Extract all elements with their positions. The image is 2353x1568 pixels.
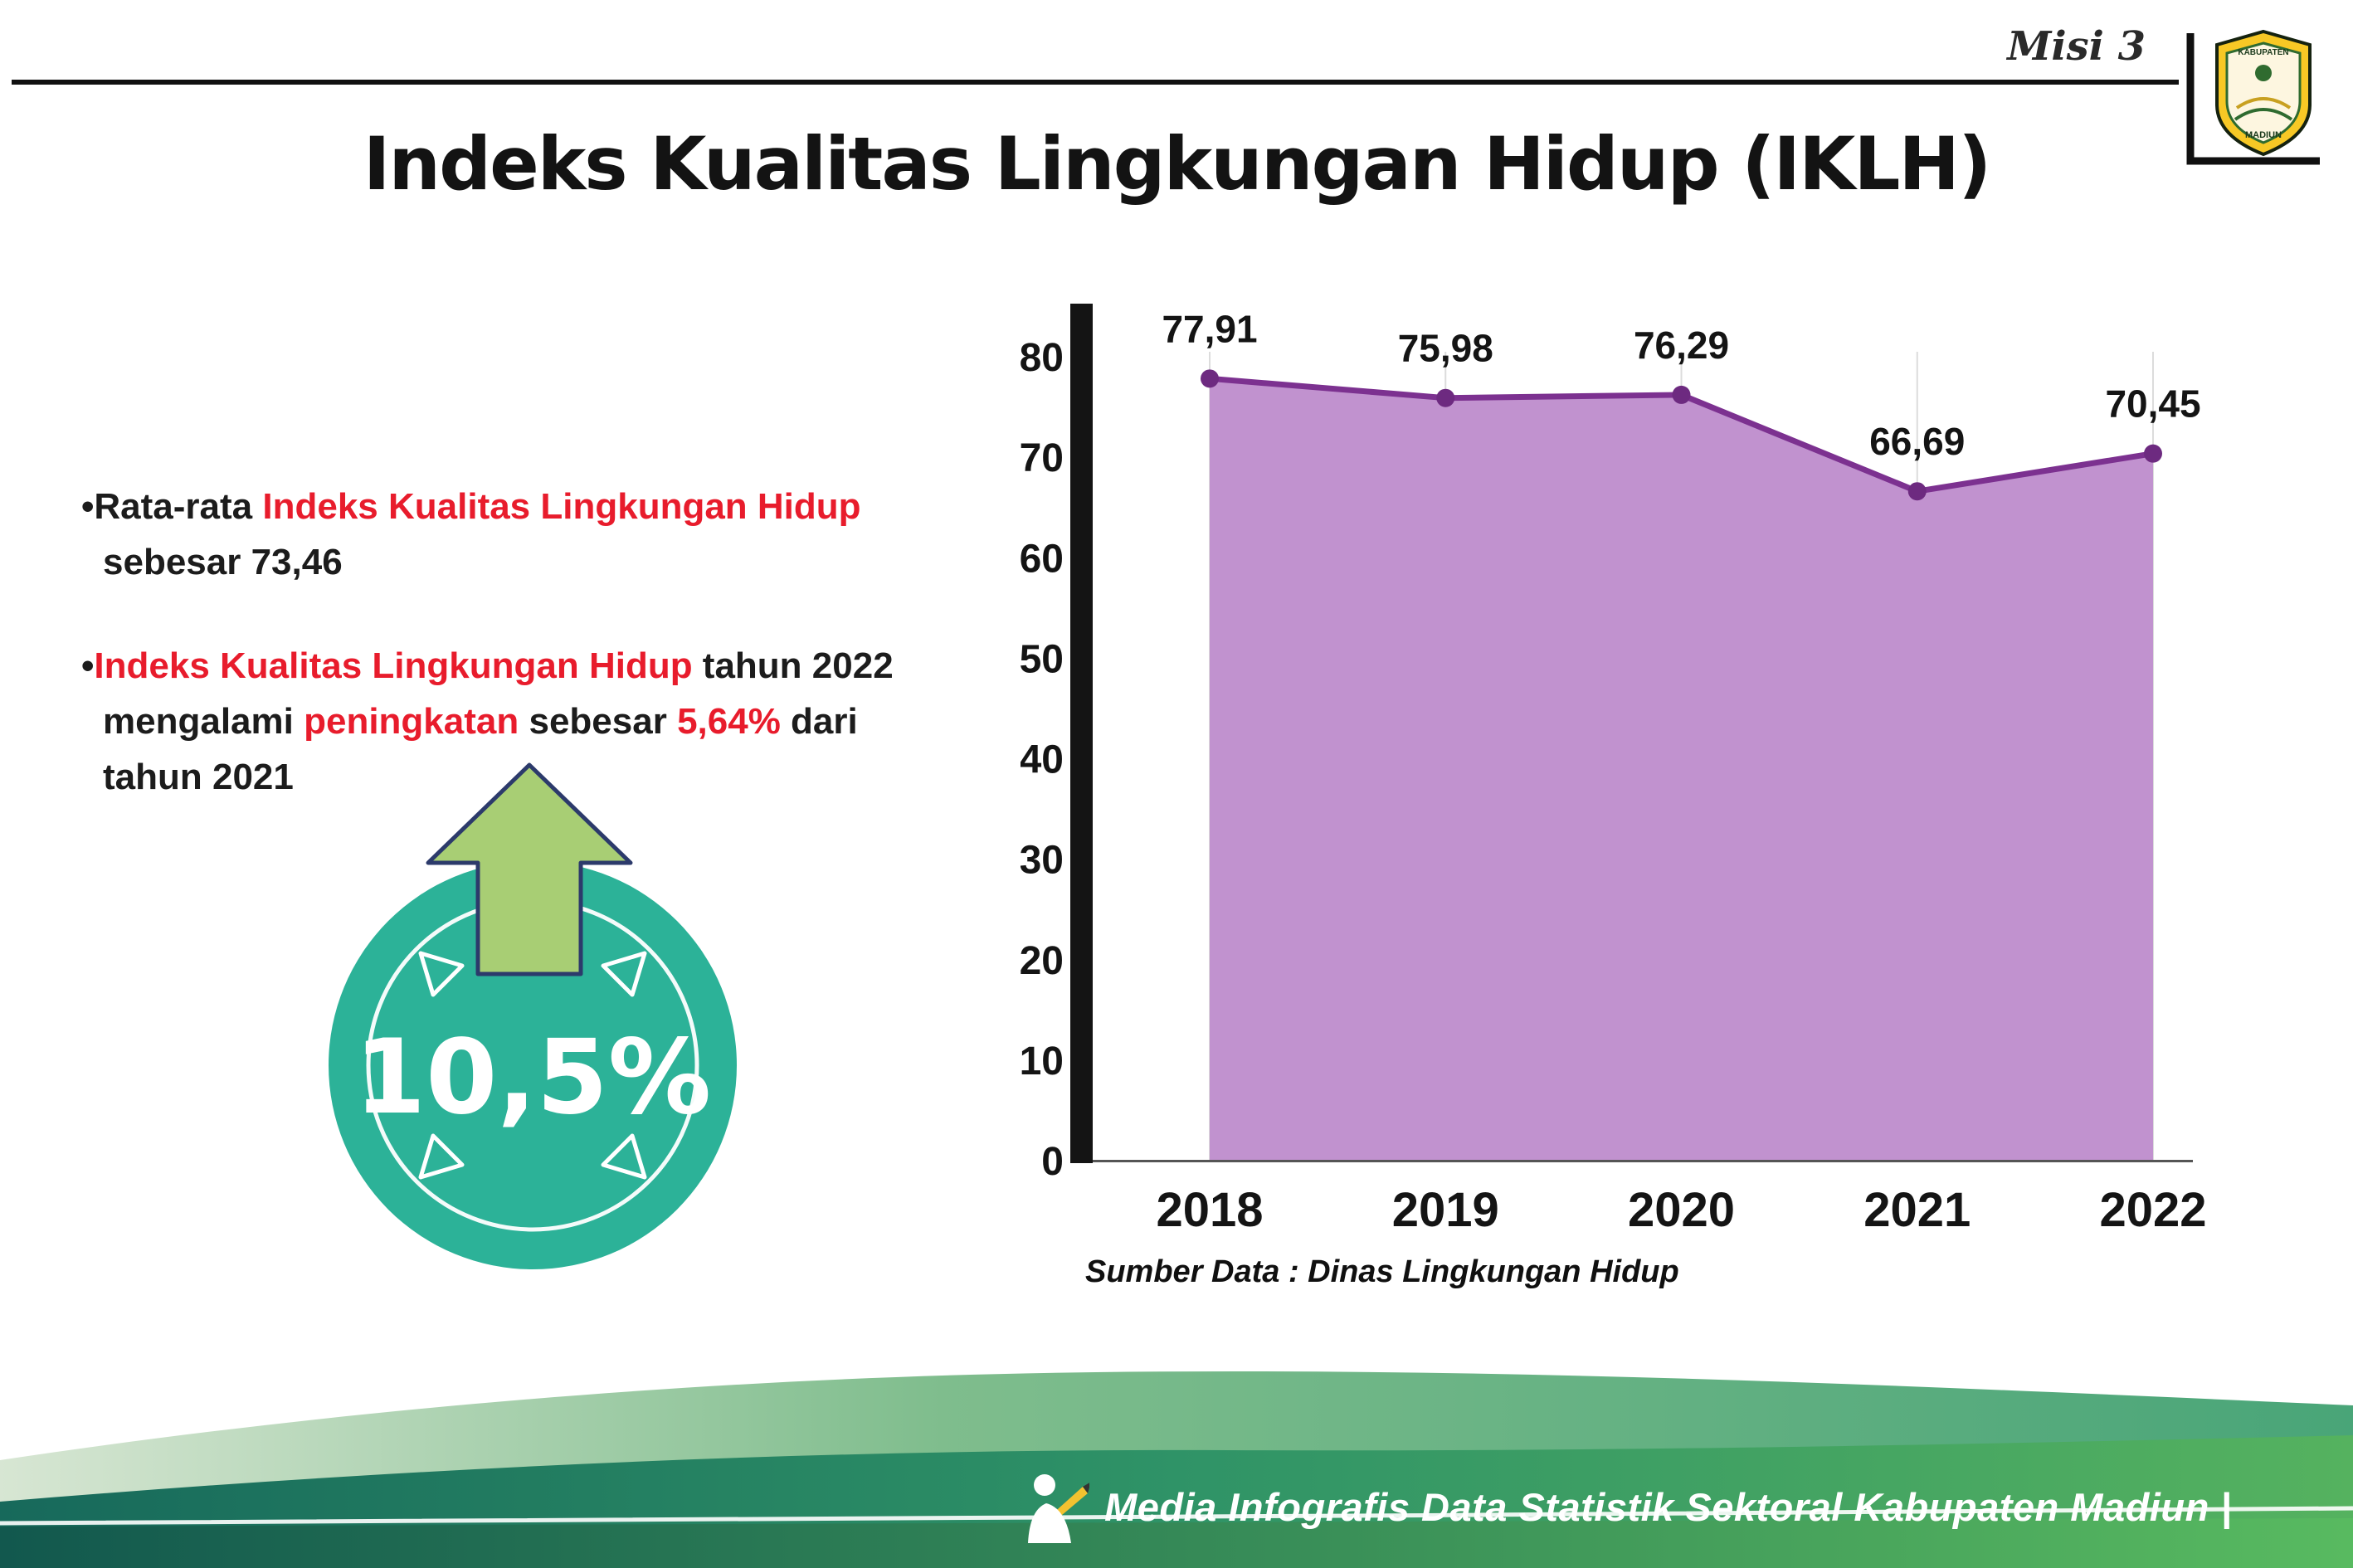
svg-text:2020: 2020 — [1628, 1183, 1735, 1237]
svg-text:20: 20 — [1021, 939, 1064, 983]
insight-bullets: •Rata-rata Indeks Kualitas Lingkungan Hi… — [81, 480, 1060, 805]
up-arrow-icon — [426, 762, 633, 976]
svg-text:70,45: 70,45 — [2105, 382, 2200, 426]
svg-text:2022: 2022 — [2099, 1183, 2206, 1237]
svg-text:60: 60 — [1021, 537, 1064, 581]
svg-text:2018: 2018 — [1156, 1183, 1263, 1237]
writer-mascot-icon — [1028, 1474, 1090, 1543]
data-source-caption: Sumber Data : Dinas Lingkungan Hidup — [1085, 1254, 1679, 1289]
svg-text:76,29: 76,29 — [1634, 324, 1729, 367]
svg-text:30: 30 — [1021, 839, 1064, 883]
y-axis-labels: 0 10 20 30 40 50 60 70 80 — [1020, 336, 1064, 1184]
header-divider — [12, 80, 2179, 85]
svg-text:70: 70 — [1021, 436, 1064, 480]
footer-caption-text: Media Infografis Data Statistik Sektoral… — [1104, 1484, 2232, 1529]
svg-text:2019: 2019 — [1392, 1183, 1499, 1237]
bottom-band — [0, 1518, 2353, 1568]
y-axis-bar — [1070, 304, 1093, 1163]
misi-label: Misi 3 — [2007, 23, 2146, 70]
footer-caption: Media Infografis Data Statistik Sektoral… — [1023, 1467, 2232, 1546]
value-labels: 77,91 75,98 76,29 66,69 70,45 — [1162, 307, 2200, 463]
svg-text:10: 10 — [1021, 1040, 1064, 1083]
logo-crest-icon: KABUPATEN MADIUN — [2186, 29, 2320, 165]
deco-triangle-sw — [418, 1133, 465, 1180]
deco-triangle-ne — [601, 951, 647, 997]
svg-text:75,98: 75,98 — [1398, 327, 1493, 370]
page-title: Indeks Kualitas Lingkungan Hidup (IKLH) — [363, 121, 1992, 207]
area-fill — [1210, 378, 2153, 1161]
svg-text:77,91: 77,91 — [1162, 307, 1257, 350]
svg-text:40: 40 — [1021, 738, 1064, 782]
increase-percent: 10,5% — [353, 1018, 712, 1137]
bullet-average-iklh: •Rata-rata Indeks Kualitas Lingkungan Hi… — [81, 486, 861, 582]
footer-waves — [0, 1371, 2353, 1568]
iklh-chart: 77,91 75,98 76,29 66,69 70,45 2018 2019 2020 20… — [1020, 299, 2212, 1261]
logo-bottom-text: MADIUN — [2245, 130, 2282, 140]
deco-triangle-nw — [418, 951, 465, 997]
svg-text:2021: 2021 — [1863, 1183, 1971, 1237]
svg-text:80: 80 — [1021, 336, 1064, 380]
deco-triangle-se — [601, 1133, 647, 1180]
wave-separator — [0, 1506, 2353, 1526]
logo-top-text: KABUPATEN — [2238, 48, 2288, 57]
increase-badge: 10,5% — [325, 858, 740, 1273]
x-axis-line — [1093, 1160, 2193, 1162]
x-axis-labels: 2018 2019 2020 2021 2022 — [1156, 1183, 2206, 1237]
svg-text:0: 0 — [1041, 1140, 1064, 1184]
bullet-increase-2022: •Indeks Kualitas Lingkungan Hidup tahun … — [81, 645, 894, 797]
data-points — [1201, 369, 2162, 501]
svg-text:66,69: 66,69 — [1869, 420, 1965, 463]
svg-text:50: 50 — [1021, 637, 1064, 681]
kabupaten-madiun-logo: KABUPATEN MADIUN — [2184, 18, 2325, 176]
